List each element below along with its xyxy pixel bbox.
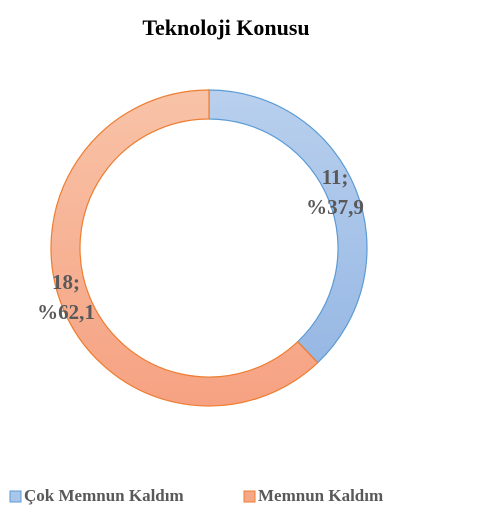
donut-slice	[208, 89, 368, 364]
legend-swatch	[243, 490, 256, 503]
chart-title: Teknoloji Konusu	[142, 15, 309, 40]
legend-label: Memnun Kaldım	[258, 486, 383, 505]
legend-label: Çok Memnun Kaldım	[24, 486, 184, 505]
legend-swatch	[9, 490, 22, 503]
donut-slice	[50, 89, 319, 407]
data-label: 18; %62,1	[37, 270, 95, 324]
data-label: 11; %37,9	[306, 165, 364, 219]
